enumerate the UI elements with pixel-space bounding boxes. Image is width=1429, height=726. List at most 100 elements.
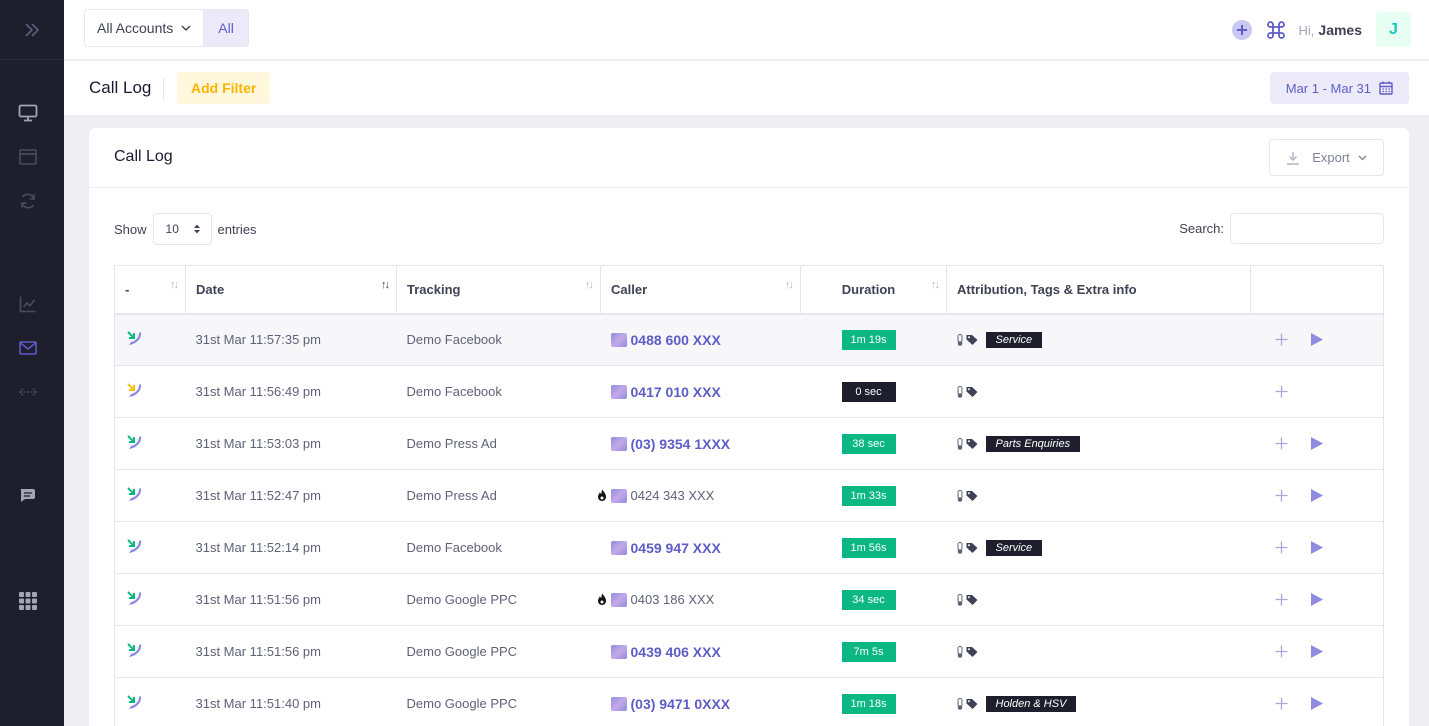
table-row[interactable]: 31st Mar 11:52:14 pm Demo Facebook 0459 …: [114, 521, 1384, 574]
date-range-button[interactable]: Mar 1 - Mar 31: [1269, 72, 1409, 104]
column-status[interactable]: - ↑↓: [114, 265, 186, 315]
double-chevron-right-icon[interactable]: [23, 21, 41, 39]
caller-number[interactable]: 0403 186 XXX: [597, 592, 791, 607]
add-circle-icon[interactable]: [1231, 19, 1253, 41]
thermometer-icon[interactable]: [957, 437, 963, 450]
export-button[interactable]: Export: [1269, 139, 1384, 176]
thermometer-icon[interactable]: [957, 333, 963, 346]
table-row[interactable]: 31st Mar 11:56:49 pm Demo Facebook 0417 …: [114, 365, 1384, 418]
tag-icon[interactable]: [966, 490, 979, 502]
browser-window-icon[interactable]: [18, 147, 38, 167]
play-icon[interactable]: [1310, 488, 1324, 503]
export-label: Export: [1312, 150, 1350, 165]
search-input[interactable]: [1230, 213, 1384, 244]
attribution-cell: Service: [946, 313, 1251, 366]
tag-icon[interactable]: [966, 594, 979, 606]
sort-icon: ↑↓: [785, 279, 794, 291]
column-caller[interactable]: Caller ↑↓: [600, 265, 801, 315]
add-icon[interactable]: [1275, 697, 1288, 710]
column-label: Date: [196, 281, 225, 297]
actions-cell: [1250, 313, 1384, 366]
thermometer-icon[interactable]: [957, 385, 963, 398]
all-accounts-button[interactable]: All: [203, 10, 248, 46]
thermometer-icon[interactable]: [957, 593, 963, 606]
caller-number[interactable]: 0417 010 XXX: [610, 384, 791, 400]
caller-cell: (03) 9354 1XXX: [600, 417, 801, 470]
table-row[interactable]: 31st Mar 11:51:56 pm Demo Google PPC 043…: [114, 625, 1384, 678]
tag-icon[interactable]: [966, 646, 979, 658]
country-flag-icon: [610, 384, 627, 399]
thermometer-icon[interactable]: [957, 541, 963, 554]
incoming-call-icon: [127, 487, 142, 501]
duration-cell: 1m 33s: [800, 469, 947, 522]
entries-select[interactable]: 10: [152, 213, 212, 245]
attribution-cell: [946, 469, 1251, 522]
play-icon[interactable]: [1310, 332, 1324, 347]
column-label: Duration: [841, 281, 896, 297]
table-row[interactable]: 31st Mar 11:51:40 pm Demo Google PPC (03…: [114, 677, 1384, 726]
tag-icon[interactable]: [966, 438, 979, 450]
tag-icon[interactable]: [966, 542, 979, 554]
incoming-call-icon: [127, 695, 142, 709]
play-icon[interactable]: [1310, 436, 1324, 451]
sort-desc-icon: ↑↓: [381, 279, 390, 291]
thermometer-icon[interactable]: [957, 697, 963, 710]
column-tracking[interactable]: Tracking ↑↓: [396, 265, 601, 315]
apps-grid-icon[interactable]: [18, 591, 38, 611]
add-icon[interactable]: [1275, 645, 1288, 658]
attribution-cell: [946, 573, 1251, 626]
play-icon[interactable]: [1310, 644, 1324, 659]
duration-badge: 0 sec: [841, 381, 896, 402]
add-icon[interactable]: [1275, 541, 1288, 554]
arrows-horizontal-icon[interactable]: [18, 382, 38, 402]
tag-icon[interactable]: [966, 698, 979, 710]
add-icon[interactable]: [1275, 333, 1288, 346]
caller-number[interactable]: (03) 9471 0XXX: [610, 696, 791, 712]
duration-badge: 1m 33s: [841, 485, 896, 506]
monitor-icon[interactable]: [18, 103, 38, 123]
caller-number[interactable]: 0459 947 XXX: [610, 540, 791, 556]
command-icon[interactable]: [1266, 20, 1285, 39]
thermometer-icon[interactable]: [957, 489, 963, 502]
page-title: Call Log: [89, 78, 152, 97]
line-chart-icon[interactable]: [18, 294, 38, 314]
caller-number[interactable]: 0439 406 XXX: [610, 644, 791, 660]
add-icon[interactable]: [1275, 437, 1288, 450]
chat-icon[interactable]: [18, 486, 38, 506]
table-row[interactable]: 31st Mar 11:57:35 pm Demo Facebook 0488 …: [114, 313, 1384, 366]
add-icon[interactable]: [1275, 489, 1288, 502]
thermometer-icon[interactable]: [957, 645, 963, 658]
mail-icon[interactable]: [18, 338, 38, 358]
tracking-cell: Demo Facebook: [396, 365, 601, 418]
search-control: Search:: [1179, 213, 1384, 244]
actions-cell: [1250, 573, 1384, 626]
attribution-cell: Parts Enquiries: [946, 417, 1251, 470]
caller-cell: 0424 343 XXX: [597, 469, 801, 522]
avatar[interactable]: J: [1376, 12, 1411, 47]
attribution-info: [957, 645, 1241, 658]
table-row[interactable]: 31st Mar 11:53:03 pm Demo Press Ad (03) …: [114, 417, 1384, 470]
tag-icon[interactable]: [966, 334, 979, 346]
table-row[interactable]: 31st Mar 11:51:56 pm Demo Google PPC 040…: [114, 573, 1384, 626]
greeting-text: Hi,: [1298, 22, 1315, 38]
column-date[interactable]: Date ↑↓: [185, 265, 397, 315]
account-select[interactable]: All Accounts: [85, 10, 204, 46]
refresh-icon[interactable]: [18, 191, 38, 211]
play-icon[interactable]: [1310, 696, 1324, 711]
add-filter-button[interactable]: Add Filter: [177, 72, 271, 104]
call-log-table: - ↑↓ Date ↑↓ Tracking ↑↓ Caller ↑↓ Duration ↑…: [114, 265, 1384, 726]
caller-number[interactable]: (03) 9354 1XXX: [610, 436, 791, 452]
sidebar-toggle[interactable]: [0, 0, 64, 60]
caller-number[interactable]: 0424 343 XXX: [597, 488, 791, 503]
column-label: Tracking: [407, 281, 461, 297]
add-icon[interactable]: [1275, 385, 1288, 398]
attribution-info: Holden & HSV: [957, 695, 1241, 712]
play-icon[interactable]: [1310, 540, 1324, 555]
add-icon[interactable]: [1275, 593, 1288, 606]
duration-badge: 1m 18s: [841, 693, 896, 714]
table-row[interactable]: 31st Mar 11:52:47 pm Demo Press Ad 0424 …: [114, 469, 1384, 522]
tag-icon[interactable]: [966, 386, 979, 398]
column-duration[interactable]: Duration ↑↓: [800, 265, 947, 315]
caller-number[interactable]: 0488 600 XXX: [610, 332, 791, 348]
play-icon[interactable]: [1310, 592, 1324, 607]
